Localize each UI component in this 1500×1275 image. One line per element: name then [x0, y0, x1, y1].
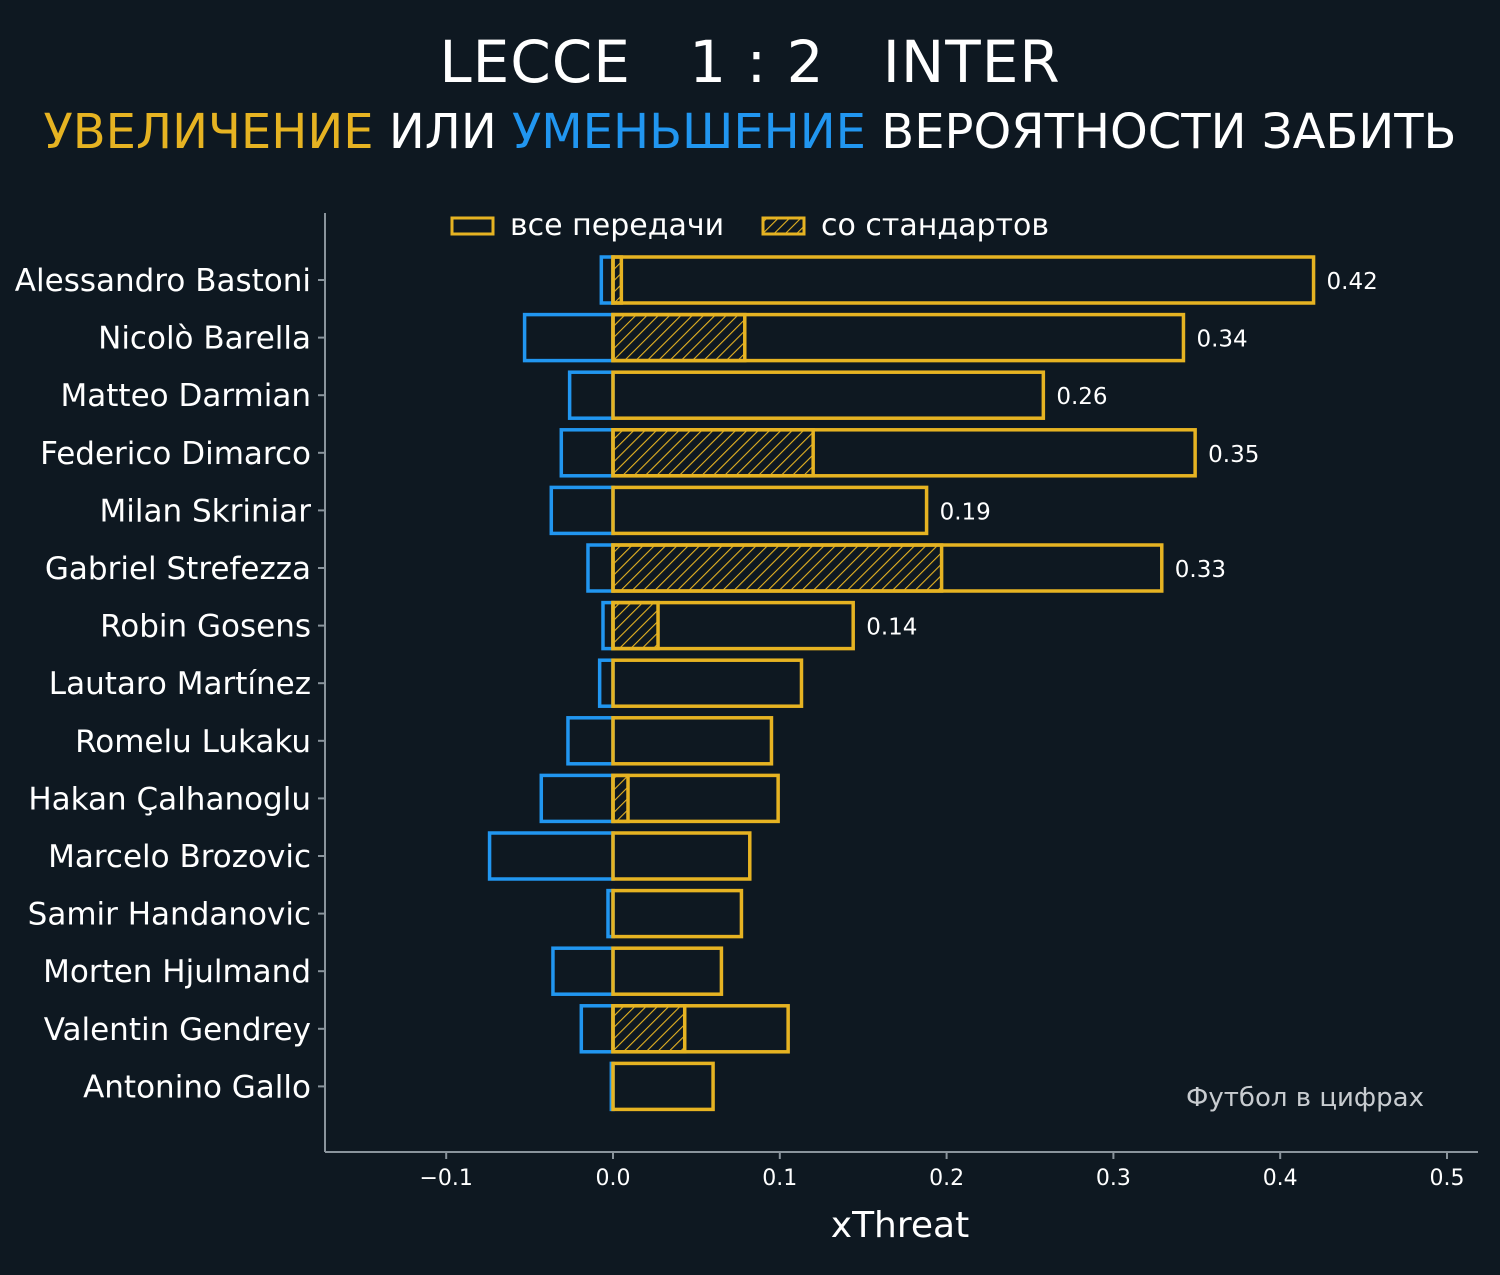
legend-label-set-pieces: со стандартов	[821, 208, 1049, 243]
x-tick-label: 0.5	[1430, 1166, 1465, 1191]
value-label-milan-skriniar: 0.19	[940, 499, 991, 525]
chart-subtitle: УВЕЛИЧЕНИЕ ИЛИ УМЕНЬШЕНИЕ ВЕРОЯТНОСТИ ЗА…	[0, 104, 1500, 160]
subtitle-or: ИЛИ	[373, 104, 512, 160]
bar-decrease-milan-skriniar	[549, 485, 615, 536]
bar-all-passes-federico-dimarco	[611, 428, 1197, 478]
bar-all-passes-valentin-gendrey	[611, 1004, 790, 1054]
x-tick-label: 0.1	[762, 1166, 797, 1191]
y-tick-label-romelu-lukaku: Romelu Lukaku	[75, 724, 311, 760]
x-tick-label: 0.3	[1096, 1166, 1131, 1191]
value-label-alessandro-bastoni: 0.42	[1327, 269, 1378, 295]
match-score: 1 : 2	[689, 28, 825, 96]
bar-decrease-valentin-gendrey	[579, 1004, 615, 1054]
y-tick-label-milan-skriniar: Milan Skriniar	[100, 493, 312, 529]
legend: все передачи со стандартов	[450, 208, 1049, 243]
axes-layer: Alessandro Bastoni Nicolò Barella Matteo D…	[15, 213, 1478, 1191]
y-tick-label-antonino-gallo: Antonino Gallo	[83, 1069, 311, 1105]
value-label-nicolo-barella: 0.34	[1196, 327, 1247, 353]
y-tick-label-federico-dimarco: Federico Dimarco	[40, 436, 311, 472]
y-tick-label-valentin-gendrey: Valentin Gendrey	[44, 1012, 311, 1048]
chart-title: LECCE 1 : 2 INTER	[0, 28, 1500, 96]
bar-all-passes-antonino-gallo	[611, 1061, 715, 1112]
bar-all-passes-romelu-lukaku	[611, 716, 774, 766]
bar-decrease-hakan-calhanoglu	[539, 773, 615, 824]
y-tick-label-nicolo-barella: Nicolò Barella	[98, 321, 311, 357]
value-label-matteo-darmian: 0.26	[1056, 384, 1107, 410]
legend-swatch-all-passes	[450, 216, 495, 236]
bar-set-pieces-federico-dimarco	[611, 428, 815, 478]
y-tick-label-hakan-calhanoglu: Hakan Çalhanoglu	[28, 781, 311, 817]
bar-set-pieces-nicolo-barella	[611, 312, 747, 363]
legend-label-all-passes: все передачи	[510, 208, 724, 243]
bar-set-pieces-robin-gosens	[611, 600, 660, 651]
bar-all-passes-morten-hjulmand	[611, 946, 724, 996]
bar-decrease-matteo-darmian	[567, 370, 615, 420]
bar-all-passes-milan-skriniar	[611, 485, 929, 536]
bars-layer: 0.42 0.34 0.26 0.35 0.19 0.33 0.14	[487, 255, 1378, 1112]
bar-decrease-morten-hjulmand	[551, 946, 615, 996]
legend-swatch-set-pieces	[761, 216, 806, 236]
y-tick-label-marcelo-brozovic: Marcelo Brozovic	[48, 839, 311, 875]
x-tick-label: 0.0	[596, 1166, 631, 1191]
subtitle-probability: ВЕРОЯТНОСТИ ЗАБИТЬ	[866, 104, 1457, 160]
away-team: INTER	[882, 28, 1061, 96]
y-tick-label-alessandro-bastoni: Alessandro Bastoni	[15, 263, 311, 299]
value-label-gabriel-strefezza: 0.33	[1175, 557, 1226, 583]
bar-all-passes-samir-handanovic	[611, 888, 744, 939]
bar-decrease-nicolo-barella	[522, 312, 615, 363]
y-tick-label-gabriel-strefezza: Gabriel Strefezza	[45, 551, 311, 587]
home-team: LECCE	[439, 28, 631, 96]
bar-all-passes-gabriel-strefezza	[611, 543, 1164, 593]
bar-all-passes-nicolo-barella	[611, 312, 1186, 363]
bar-all-passes-alessandro-bastoni	[611, 255, 1316, 305]
bar-decrease-romelu-lukaku	[566, 716, 615, 766]
y-tick-label-samir-handanovic: Samir Handanovic	[28, 897, 311, 933]
bar-decrease-gabriel-strefezza	[586, 543, 615, 593]
y-tick-label-morten-hjulmand: Morten Hjulmand	[43, 954, 311, 990]
y-tick-label-matteo-darmian: Matteo Darmian	[61, 378, 311, 414]
bar-all-passes-matteo-darmian	[611, 370, 1046, 420]
bar-all-passes-lautaro-martinez	[611, 658, 804, 708]
bar-decrease-federico-dimarco	[559, 428, 615, 478]
bar-all-passes-robin-gosens	[611, 600, 855, 651]
bar-decrease-lautaro-martinez	[597, 658, 615, 708]
credit-text: Футбол в цифрах	[1186, 1083, 1424, 1113]
value-label-robin-gosens: 0.14	[866, 615, 917, 641]
value-label-federico-dimarco: 0.35	[1208, 442, 1259, 468]
x-axis-label: xThreat	[831, 1205, 969, 1246]
x-tick-label: 0.2	[929, 1166, 964, 1191]
bar-decrease-alessandro-bastoni	[599, 255, 615, 305]
subtitle-increase: УВЕЛИЧЕНИЕ	[43, 104, 374, 160]
x-tick-label: −0.1	[419, 1166, 472, 1191]
x-tick-label: 0.4	[1263, 1166, 1298, 1191]
y-tick-label-lautaro-martinez: Lautaro Martínez	[49, 666, 311, 702]
bar-set-pieces-hakan-calhanoglu	[611, 773, 630, 824]
bar-set-pieces-gabriel-strefezza	[611, 543, 944, 593]
bar-decrease-marcelo-brozovic	[487, 831, 615, 881]
subtitle-decrease: УМЕНЬШЕНИЕ	[512, 104, 866, 160]
bar-all-passes-marcelo-brozovic	[611, 831, 752, 881]
y-tick-label-robin-gosens: Robin Gosens	[100, 609, 311, 645]
bar-all-passes-hakan-calhanoglu	[611, 773, 780, 824]
bar-set-pieces-valentin-gendrey	[611, 1004, 687, 1054]
